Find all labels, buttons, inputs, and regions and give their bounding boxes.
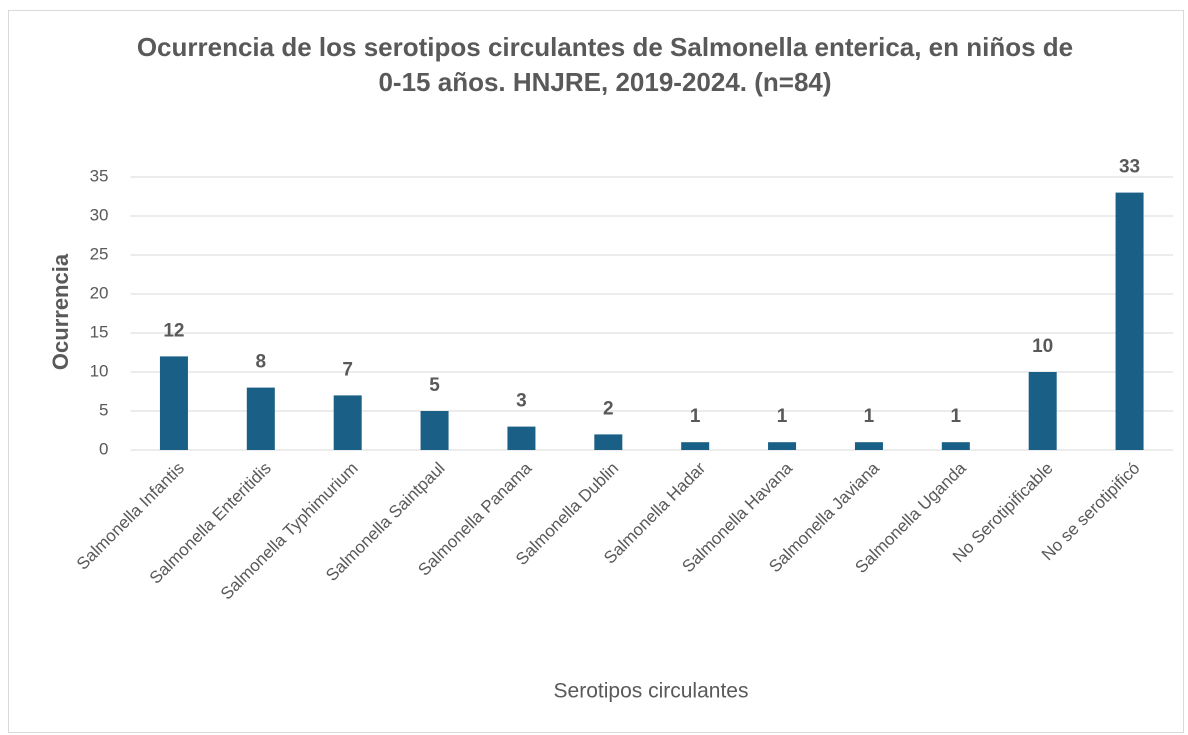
bar xyxy=(768,442,797,450)
bar xyxy=(594,434,623,450)
chart-title: Ocurrencia de los serotipos circulantes … xyxy=(136,32,1074,97)
data-label: 1 xyxy=(951,406,962,427)
data-label: 1 xyxy=(777,406,788,427)
y-tick-label: 5 xyxy=(99,400,108,419)
bar xyxy=(1115,192,1144,450)
y-tick-label: 0 xyxy=(99,439,108,458)
data-label: 10 xyxy=(1032,336,1053,357)
data-label: 2 xyxy=(603,398,614,419)
chart-frame xyxy=(8,10,1184,733)
y-tick-label: 15 xyxy=(90,322,109,341)
y-tick-label: 30 xyxy=(90,205,109,224)
data-label: 7 xyxy=(342,359,353,380)
y-tick-label: 10 xyxy=(90,361,109,380)
bar xyxy=(681,442,710,450)
x-axis-title: Serotipos circulantes xyxy=(554,680,749,703)
bar xyxy=(854,442,883,450)
bar xyxy=(333,395,362,450)
y-axis-title: Ocurrencia xyxy=(48,253,73,370)
y-tick-label: 20 xyxy=(90,283,109,302)
y-tick-label: 35 xyxy=(90,166,109,185)
data-label: 1 xyxy=(864,406,875,427)
bar xyxy=(1028,372,1057,450)
y-tick-label: 25 xyxy=(90,244,109,263)
data-label: 3 xyxy=(516,391,527,412)
bar xyxy=(159,356,188,450)
data-label: 12 xyxy=(163,320,184,341)
data-label: 5 xyxy=(429,375,440,396)
bar xyxy=(420,411,449,450)
data-label: 33 xyxy=(1119,157,1140,178)
bar xyxy=(941,442,970,450)
data-label: 1 xyxy=(690,406,701,427)
bar xyxy=(507,426,536,450)
bar xyxy=(246,387,275,450)
data-label: 8 xyxy=(256,352,267,373)
